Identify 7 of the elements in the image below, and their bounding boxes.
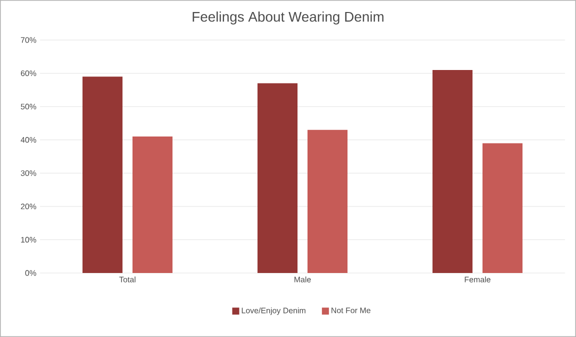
bar bbox=[258, 83, 298, 273]
bar bbox=[132, 136, 172, 273]
bar bbox=[432, 70, 473, 273]
bar bbox=[82, 76, 122, 273]
chart-title: Feelings About Wearing Denim bbox=[192, 11, 384, 24]
bar bbox=[482, 143, 523, 273]
bar bbox=[308, 130, 348, 273]
